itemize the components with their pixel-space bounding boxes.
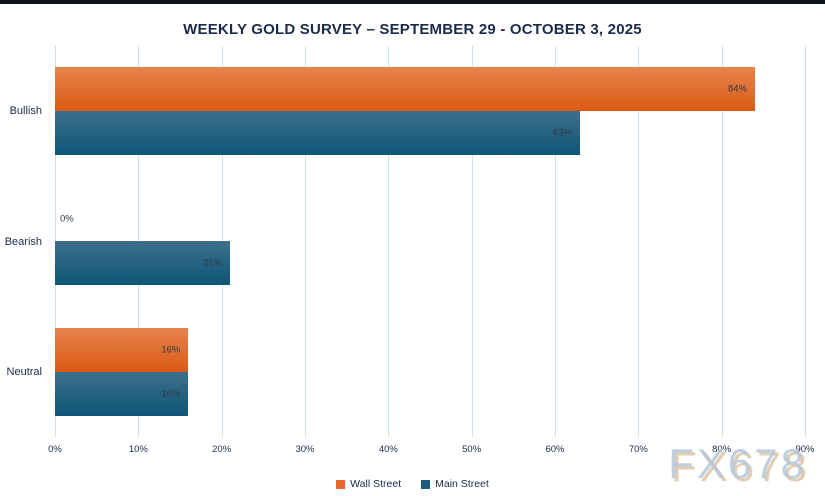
value-axis: 0% 10% 20% 30% 40% 50% 60% 70% 80% 90% (48, 444, 814, 458)
x-tick-label: 60% (545, 444, 565, 455)
plot-area: 84% 63% 0% 21% 16% 16% (55, 46, 806, 437)
bar-stack: 16% 16% (55, 327, 805, 416)
gridline (555, 46, 556, 437)
gridline (305, 46, 306, 437)
x-tick-label: 50% (462, 444, 482, 455)
gridline (638, 46, 640, 437)
x-tick-label: 0% (48, 444, 62, 455)
gridline (471, 46, 473, 437)
x-tick-label: 90% (795, 444, 815, 455)
legend-swatch (421, 479, 431, 489)
category-label: Bearish (4, 235, 42, 248)
bar-value-label: 84% (727, 83, 747, 95)
x-tick-label: 20% (212, 444, 232, 455)
bar-value-label: 16% (161, 388, 181, 400)
gridline (388, 46, 390, 437)
legend-label: Wall Street (350, 478, 402, 490)
bar-group-neutral: 16% 16% (55, 307, 805, 437)
legend-label: Main Street (435, 478, 489, 490)
chart-title: WEEKLY GOLD SURVEY – SEPTEMBER 29 - OCTO… (183, 21, 642, 38)
bar-fill (55, 241, 230, 286)
bar-group-bearish: 0% 21% (55, 176, 805, 306)
bar-fill (55, 67, 755, 112)
bar-fill (55, 111, 580, 156)
x-tick-label: 30% (295, 444, 315, 455)
category-label: Neutral (6, 365, 42, 378)
x-tick-label: 70% (628, 444, 648, 455)
bar-fill (55, 327, 189, 372)
bar-value-label: 21% (202, 257, 222, 269)
x-tick-label: 10% (128, 444, 148, 455)
top-strip (0, 0, 825, 4)
bar-fill (55, 371, 189, 416)
category-axis: Bullish Bearish Neutral (0, 46, 48, 437)
bar-value-label: 0% (60, 213, 74, 225)
legend-swatch (336, 479, 346, 489)
bar-stack: 84% 63% (55, 67, 805, 156)
bar-value-label: 16% (161, 344, 181, 356)
bar-stack: 0% 21% (55, 197, 805, 286)
gridline (805, 46, 806, 437)
x-tick-label: 80% (712, 444, 732, 455)
legend-item-wall-street: Wall Street (336, 478, 401, 490)
legend-item-main-street: Main Street (421, 478, 489, 490)
bar-group-bullish: 84% 63% (55, 46, 805, 176)
category-label: Bullish (9, 105, 42, 118)
gridline (721, 46, 723, 437)
legend: Wall Street Main Street (0, 478, 825, 490)
bar-value-label: 63% (552, 127, 572, 139)
x-tick-label: 40% (378, 444, 398, 455)
